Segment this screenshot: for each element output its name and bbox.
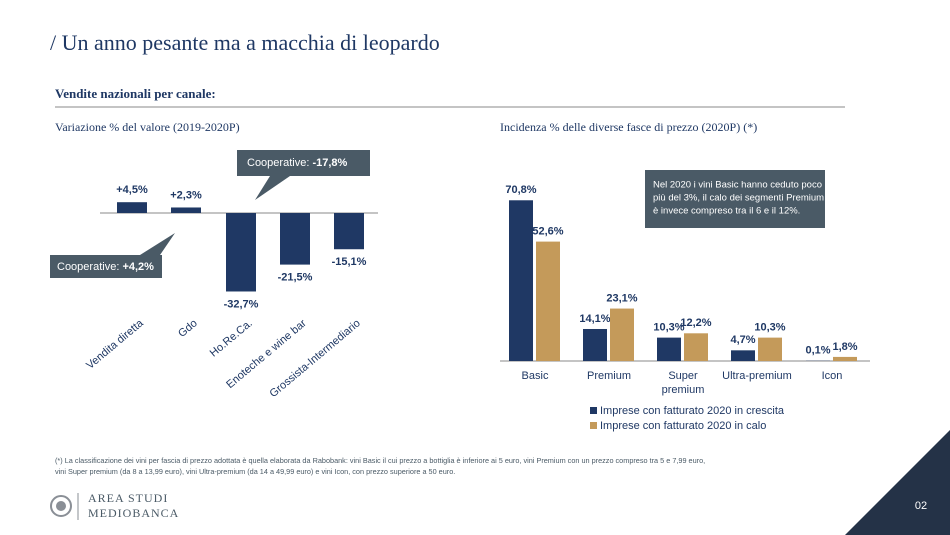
value-label: -32,7% bbox=[224, 298, 259, 310]
value-label: 4,7% bbox=[730, 334, 755, 346]
slide-title: / Un anno pesante ma a macchia di leopar… bbox=[50, 30, 440, 55]
category-label: Super premium bbox=[662, 370, 705, 396]
value-label: 70,8% bbox=[505, 184, 536, 196]
value-label: 12,2% bbox=[680, 317, 711, 329]
bar bbox=[758, 337, 782, 361]
value-label: 52,6% bbox=[532, 226, 563, 238]
bar bbox=[536, 241, 560, 361]
value-label: -21,5% bbox=[278, 272, 313, 284]
category-label: Premium bbox=[587, 370, 631, 382]
bar bbox=[334, 213, 364, 250]
legend-label: Imprese con fatturato 2020 in crescita bbox=[600, 405, 785, 417]
category-label: Ultra-premium bbox=[722, 370, 792, 382]
chart-title: Incidenza % delle diverse fasce di prezz… bbox=[500, 120, 757, 134]
category-label: Gdo bbox=[176, 317, 200, 340]
category-label: Basic bbox=[522, 370, 549, 382]
bar bbox=[583, 328, 607, 361]
callout-label: Cooperative: bbox=[247, 157, 309, 169]
logo-text: AREA STUDI bbox=[88, 491, 168, 505]
bar bbox=[657, 337, 681, 361]
value-label: 23,1% bbox=[606, 292, 637, 304]
logo-emblem bbox=[50, 495, 72, 517]
note-line: più del 3%, il calo dei segmenti Premium bbox=[653, 193, 824, 204]
callout-text: Cooperative: -17,8% bbox=[247, 157, 348, 169]
callout-text: Cooperative: +4,2% bbox=[57, 261, 154, 273]
category-label: Ho.Re.Ca. bbox=[208, 317, 255, 359]
value-label: -15,1% bbox=[332, 256, 367, 268]
callout-box bbox=[50, 233, 175, 278]
legend-swatch bbox=[590, 407, 597, 414]
bar bbox=[509, 200, 533, 361]
value-label: +4,5% bbox=[116, 184, 148, 196]
bar bbox=[684, 333, 708, 361]
value-label: 10,3% bbox=[754, 322, 785, 334]
value-label: 14,1% bbox=[579, 313, 610, 325]
category-label: Icon bbox=[822, 370, 843, 382]
note-line: Nel 2020 i vini Basic hanno ceduto poco bbox=[653, 180, 822, 191]
callout-box bbox=[237, 150, 370, 200]
callout-value: +4,2% bbox=[122, 261, 154, 273]
footnote: vini Super premium (da 8 a 13,99 euro), … bbox=[55, 467, 455, 476]
bar bbox=[226, 213, 256, 292]
footnote: (*) La classificazione dei vini per fasc… bbox=[55, 456, 705, 465]
bar bbox=[171, 207, 201, 213]
value-label: 0,1% bbox=[805, 345, 830, 357]
logo-text: MEDIOBANCA bbox=[88, 506, 179, 520]
callout-value: -17,8% bbox=[312, 157, 347, 169]
value-label: 10,3% bbox=[653, 322, 684, 334]
note-box bbox=[645, 170, 825, 228]
bar bbox=[117, 202, 147, 213]
bar bbox=[833, 356, 857, 361]
bar bbox=[731, 350, 755, 361]
logo-emblem bbox=[56, 501, 66, 511]
value-label: +2,3% bbox=[170, 189, 202, 201]
callout-label: Cooperative: bbox=[57, 261, 119, 273]
note-line: è invece compreso tra il 6 e il 12%. bbox=[653, 206, 800, 217]
page-number: 02 bbox=[915, 500, 927, 512]
legend-label: Imprese con fatturato 2020 in calo bbox=[600, 420, 766, 432]
bar bbox=[280, 213, 310, 265]
category-label: Grossista-Intermediario bbox=[268, 317, 363, 400]
category-label: Vendita diretta bbox=[84, 317, 146, 372]
value-label: 1,8% bbox=[832, 341, 857, 353]
section-title: Vendite nazionali per canale: bbox=[55, 86, 216, 101]
chart-title: Variazione % del valore (2019-2020P) bbox=[55, 120, 240, 134]
legend-swatch bbox=[590, 422, 597, 429]
bar bbox=[610, 308, 634, 361]
corner-decoration bbox=[845, 430, 950, 535]
